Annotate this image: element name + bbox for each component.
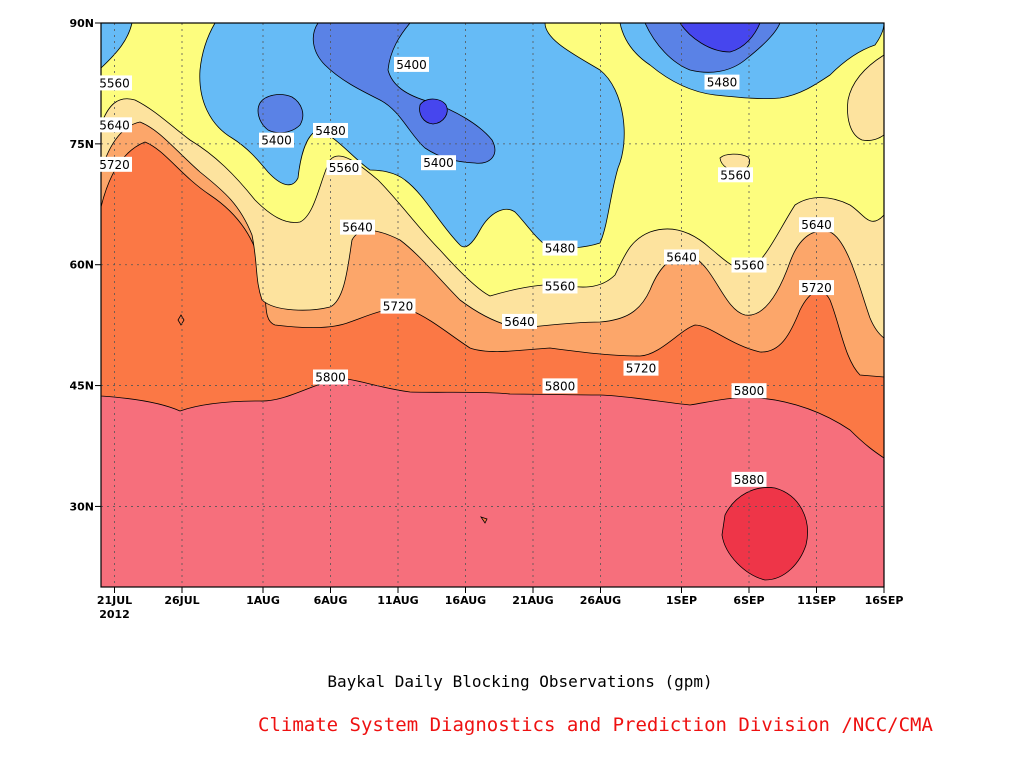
chart-grid [101, 23, 884, 587]
y-tick-label: 90N [69, 17, 94, 30]
contour-label: 5560 [545, 279, 576, 293]
y-tick-label: 45N [69, 380, 94, 393]
contour-label-box [664, 249, 699, 265]
x-tick-label: 11SEP [797, 594, 836, 607]
contour-label-box [799, 217, 834, 233]
contour-label-box [380, 298, 416, 314]
contour-label-box [731, 383, 767, 399]
contour-label-box [394, 56, 429, 72]
contour-label-box [542, 240, 578, 256]
contour-label-box [313, 122, 348, 138]
contour-label: 5880 [734, 473, 765, 487]
contour-label-box [326, 160, 362, 176]
credit-line: Climate System Diagnostics and Predictio… [258, 714, 933, 736]
contour-label: 5560 [734, 259, 765, 273]
contour-fills [101, 23, 884, 587]
y-tick-label: 60N [69, 259, 94, 272]
x-tick-label: 1AUG [246, 594, 280, 607]
fill-5400-5480 [101, 23, 884, 249]
contour-label: 5480 [315, 124, 346, 138]
contour-label-box [542, 278, 578, 294]
contour-label-box [542, 378, 578, 394]
contour-label: 5720 [383, 300, 414, 314]
fill-speck-16aug [480, 516, 488, 524]
x-tick-label: 6AUG [314, 594, 348, 607]
contour-label-box [313, 369, 348, 385]
y-tick-label: 30N [69, 500, 94, 513]
x-year-label: 2012 [99, 608, 130, 621]
contour-label: 5640 [342, 221, 373, 235]
contour-label: 5560 [329, 161, 360, 175]
contour-label-box [97, 117, 132, 133]
contour-label-box [340, 219, 375, 235]
fill-below-5400 [257, 23, 781, 164]
contour-label-box [502, 313, 537, 329]
x-tick-label: 16AUG [445, 594, 486, 607]
x-tick-label: 26JUL [164, 594, 199, 607]
contour-label: 5480 [545, 242, 576, 256]
contour-label: 5640 [666, 250, 697, 264]
x-tick-label: 26AUG [580, 594, 621, 607]
contour-label-box [731, 257, 767, 273]
fill-core-min-north [679, 23, 761, 53]
x-tick-label: 6SEP [733, 594, 764, 607]
contour-label-box [623, 360, 659, 376]
contour-label: 5400 [423, 156, 454, 170]
contour-label-box [799, 280, 834, 296]
contour-label: 5720 [99, 158, 130, 172]
contour-label: 5400 [261, 134, 292, 148]
x-tick-label: 1SEP [666, 594, 697, 607]
x-tick-label: 16SEP [865, 594, 904, 607]
fill-core-min-center [419, 98, 448, 125]
contour-label: 5800 [315, 371, 346, 385]
contour-label-box [704, 74, 740, 90]
contour-label-box [259, 132, 294, 148]
y-axis: 30N 45N 60N 75N 90N [69, 17, 101, 513]
chart-caption: Baykal Daily Blocking Observations (gpm) [327, 672, 713, 691]
fill-above-5880 [721, 487, 808, 581]
contour-labels: 5560 5640 5720 5400 5480 5560 5640 5400 5400 5720… [97, 56, 834, 487]
contour-label: 5480 [707, 76, 738, 90]
contour-label-box [718, 167, 753, 183]
contour-label-box [97, 75, 132, 91]
contour-label: 5640 [801, 218, 832, 232]
contour-label-box [731, 471, 767, 487]
contour-label: 5640 [99, 118, 130, 132]
contour-label: 5640 [504, 315, 535, 329]
contour-label: 5800 [545, 379, 576, 393]
contour-label: 5560 [99, 76, 130, 90]
contour-label-box [421, 155, 456, 171]
x-tick-label: 11AUG [377, 594, 418, 607]
x-tick-label: 21AUG [512, 594, 553, 607]
contour-label: 5720 [801, 281, 832, 295]
x-axis: 21JUL 26JUL 1AUG 6AUG 11AUG 16AUG 21AUG 26AUG 1S… [97, 587, 904, 621]
fill-pocket-right [847, 54, 884, 141]
contour-label: 5720 [626, 362, 657, 376]
plot-frame [100, 22, 885, 588]
contour-label-box [97, 156, 132, 172]
x-tick-label: 21JUL [97, 594, 132, 607]
contour-label: 5800 [734, 384, 765, 398]
y-tick-label: 75N [69, 138, 94, 151]
contour-label: 5560 [720, 168, 751, 182]
contour-label: 5400 [396, 58, 427, 72]
fill-speck-26jul [177, 314, 185, 326]
